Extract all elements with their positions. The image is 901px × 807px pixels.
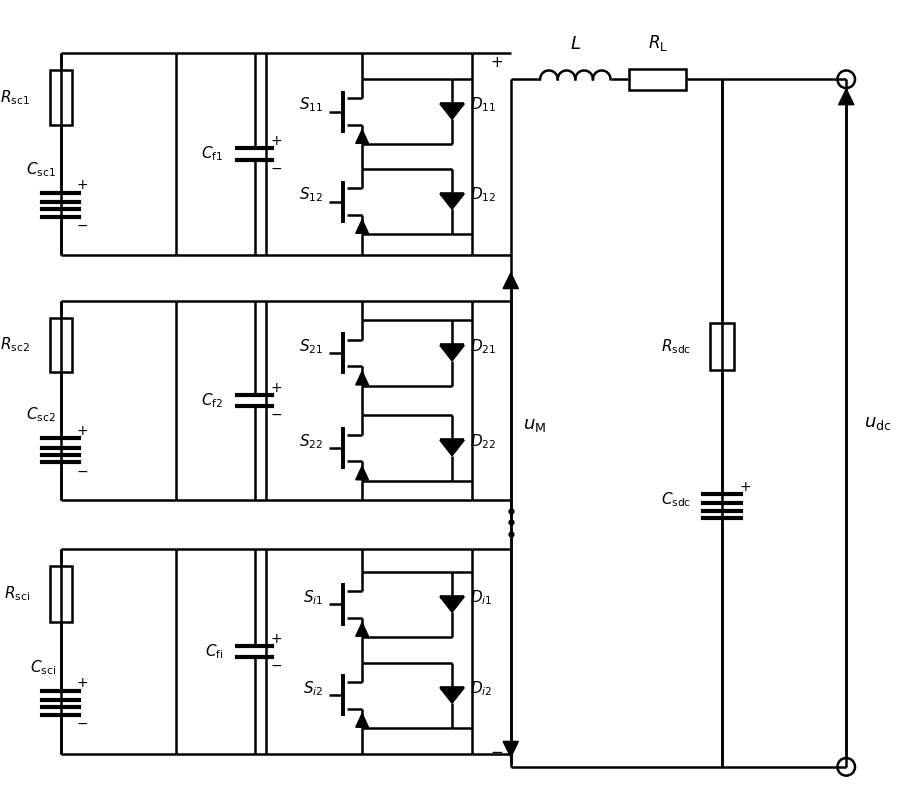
Text: $D_{22}$: $D_{22}$ (469, 432, 496, 450)
Text: $C_{\mathrm{sci}}$: $C_{\mathrm{sci}}$ (30, 658, 56, 676)
Text: $L$: $L$ (569, 35, 581, 53)
Text: $S_{i2}$: $S_{i2}$ (303, 679, 323, 698)
Text: $R_{\mathrm{sdc}}$: $R_{\mathrm{sdc}}$ (660, 337, 691, 356)
Polygon shape (839, 89, 854, 105)
Text: $S_{11}$: $S_{11}$ (299, 95, 323, 114)
Text: $C_{\mathrm{f2}}$: $C_{\mathrm{f2}}$ (201, 391, 223, 410)
Polygon shape (503, 742, 518, 757)
Text: $C_{\mathrm{fi}}$: $C_{\mathrm{fi}}$ (205, 642, 223, 661)
Text: $D_{i1}$: $D_{i1}$ (469, 588, 492, 607)
Text: $R_{\mathrm{L}}$: $R_{\mathrm{L}}$ (648, 33, 668, 53)
Polygon shape (356, 466, 369, 480)
Polygon shape (503, 273, 518, 289)
Text: +: + (270, 632, 282, 646)
Text: +: + (740, 480, 751, 494)
Text: +: + (77, 178, 88, 192)
Polygon shape (440, 688, 464, 703)
Text: +: + (270, 381, 282, 395)
Text: $R_{\mathrm{sci}}$: $R_{\mathrm{sci}}$ (4, 584, 30, 604)
Polygon shape (356, 622, 369, 636)
Polygon shape (440, 194, 464, 209)
Bar (50, 70, 71, 125)
Text: $-$: $-$ (270, 659, 282, 672)
Text: $u_{\mathrm{M}}$: $u_{\mathrm{M}}$ (523, 416, 546, 433)
Text: $D_{21}$: $D_{21}$ (469, 337, 496, 356)
Text: $D_{i2}$: $D_{i2}$ (469, 679, 492, 698)
Polygon shape (356, 713, 369, 727)
Text: $S_{21}$: $S_{21}$ (299, 337, 323, 356)
Polygon shape (440, 440, 464, 456)
Text: $-$: $-$ (77, 716, 88, 730)
Polygon shape (440, 345, 464, 361)
Text: $D_{11}$: $D_{11}$ (469, 95, 496, 114)
Bar (50, 567, 71, 621)
Polygon shape (356, 220, 369, 233)
Text: $R_{\mathrm{sc2}}$: $R_{\mathrm{sc2}}$ (0, 336, 30, 354)
Bar (50, 318, 71, 372)
Text: $-$: $-$ (77, 218, 88, 232)
Text: $-$: $-$ (77, 464, 88, 478)
Text: +: + (491, 55, 504, 70)
Text: $-$: $-$ (270, 408, 282, 421)
Text: +: + (270, 135, 282, 148)
Text: $S_{i1}$: $S_{i1}$ (303, 588, 323, 607)
Text: $C_{\mathrm{sc2}}$: $C_{\mathrm{sc2}}$ (26, 406, 56, 424)
Polygon shape (440, 596, 464, 613)
Text: $u_{\mathrm{dc}}$: $u_{\mathrm{dc}}$ (864, 414, 891, 432)
Text: $C_{\mathrm{sc1}}$: $C_{\mathrm{sc1}}$ (26, 160, 56, 178)
Bar (629, 69, 686, 90)
Text: $R_{\mathrm{sc1}}$: $R_{\mathrm{sc1}}$ (0, 88, 30, 107)
Text: +: + (77, 676, 88, 690)
Text: $S_{22}$: $S_{22}$ (299, 432, 323, 450)
Polygon shape (356, 371, 369, 385)
Polygon shape (440, 104, 464, 119)
Text: $S_{12}$: $S_{12}$ (299, 186, 323, 204)
Text: $-$: $-$ (490, 742, 504, 758)
Text: $D_{12}$: $D_{12}$ (469, 186, 496, 204)
Text: $-$: $-$ (270, 161, 282, 175)
Bar (710, 323, 733, 370)
Text: $C_{\mathrm{f1}}$: $C_{\mathrm{f1}}$ (201, 144, 223, 164)
Text: $C_{\mathrm{sdc}}$: $C_{\mathrm{sdc}}$ (660, 491, 691, 509)
Text: +: + (77, 424, 88, 437)
Polygon shape (356, 130, 369, 144)
